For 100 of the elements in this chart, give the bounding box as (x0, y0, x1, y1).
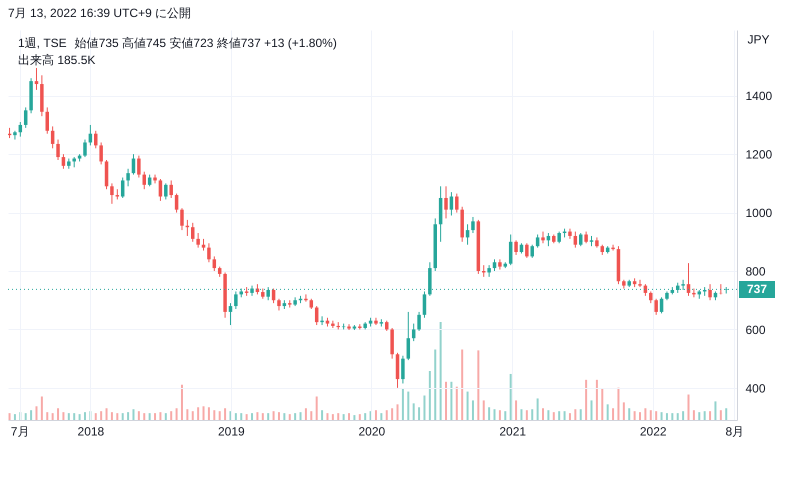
candlestick (654, 298, 658, 316)
bar (358, 414, 361, 420)
bar (676, 413, 679, 420)
candlestick (530, 244, 534, 258)
bar (52, 413, 54, 420)
bar (391, 408, 394, 420)
bar (240, 413, 242, 420)
bar (288, 414, 291, 420)
candlestick (72, 156, 76, 168)
candlestick (164, 182, 168, 200)
y-tick-label: 1000 (746, 206, 773, 220)
candlestick (444, 186, 448, 219)
bar (606, 404, 609, 420)
bar (660, 412, 663, 420)
bar (515, 400, 518, 420)
candlestick (525, 242, 529, 258)
bar (386, 410, 388, 420)
candlestick (116, 188, 120, 200)
candlestick (277, 298, 281, 311)
candlestick (62, 154, 66, 170)
candlestick (88, 124, 92, 146)
bar (154, 413, 156, 420)
bar (380, 413, 382, 420)
bar (24, 413, 27, 420)
candlestick (466, 224, 470, 246)
chart-subtitle: 7月 13, 2022 16:39 UTC+9 に公開 (8, 5, 192, 22)
y-tick-label: 400 (746, 381, 766, 396)
candlestick (137, 155, 141, 178)
candlestick (34, 67, 38, 90)
annotation: 出来高 185.5K (18, 53, 96, 67)
candlestick (536, 234, 540, 248)
candlestick (120, 177, 124, 198)
candlestick (384, 320, 388, 332)
candlestick (56, 139, 60, 160)
bar (348, 413, 350, 420)
candlestick (110, 182, 114, 204)
candlestick (508, 234, 512, 266)
candlestick (18, 122, 22, 138)
bar (106, 408, 108, 420)
candlestick (482, 264, 486, 278)
candlestick (568, 228, 572, 240)
bar (202, 406, 205, 420)
candlestick (401, 355, 405, 384)
bar (402, 388, 404, 420)
bar (488, 407, 490, 420)
bar (520, 409, 522, 420)
candlestick (590, 235, 594, 247)
bar (256, 412, 258, 420)
bar (332, 414, 334, 420)
y-tick-label: 800 (746, 264, 766, 279)
bar (148, 413, 151, 420)
candlestick (487, 264, 491, 278)
x-tick-label: 2022 (640, 424, 667, 438)
bar (73, 413, 76, 420)
candlestick (180, 208, 184, 231)
candlestick (46, 106, 50, 134)
candlestick (169, 180, 173, 198)
y-axis-title: JPY (748, 32, 770, 46)
bar (574, 409, 576, 420)
bar (498, 410, 501, 420)
candlestick (492, 258, 496, 272)
candlestick (261, 288, 265, 300)
bar (698, 412, 700, 420)
bar (40, 396, 43, 420)
candlestick (314, 306, 318, 326)
bar (671, 413, 674, 420)
candlestick (228, 302, 232, 326)
bar (434, 349, 436, 420)
candlestick (557, 231, 561, 244)
bar (639, 412, 642, 420)
candlestick (574, 231, 578, 248)
bar (122, 413, 124, 420)
bar (197, 407, 200, 420)
bar (170, 411, 172, 420)
bar (35, 406, 38, 420)
candlestick (132, 154, 136, 176)
bar (585, 380, 588, 420)
bar (423, 396, 426, 420)
y-tick-label: 1400 (746, 89, 773, 104)
bar (164, 413, 167, 420)
bar (364, 413, 366, 420)
x-tick-label: 2018 (78, 424, 105, 438)
candlestick (8, 127, 12, 139)
bar (294, 413, 296, 420)
bar (531, 409, 534, 420)
x-tick-label: 7月 (10, 424, 30, 438)
bar (461, 349, 464, 420)
bar (666, 413, 668, 420)
bar (100, 411, 102, 420)
bar (482, 400, 485, 420)
candlestick (595, 236, 599, 248)
bar (704, 411, 706, 420)
candlestick (212, 256, 216, 272)
bar (224, 408, 226, 420)
bar (396, 404, 399, 420)
candlestick (584, 231, 588, 244)
bar (466, 392, 469, 420)
candlestick (191, 222, 194, 242)
bar (412, 403, 415, 420)
candlestick (158, 178, 162, 202)
